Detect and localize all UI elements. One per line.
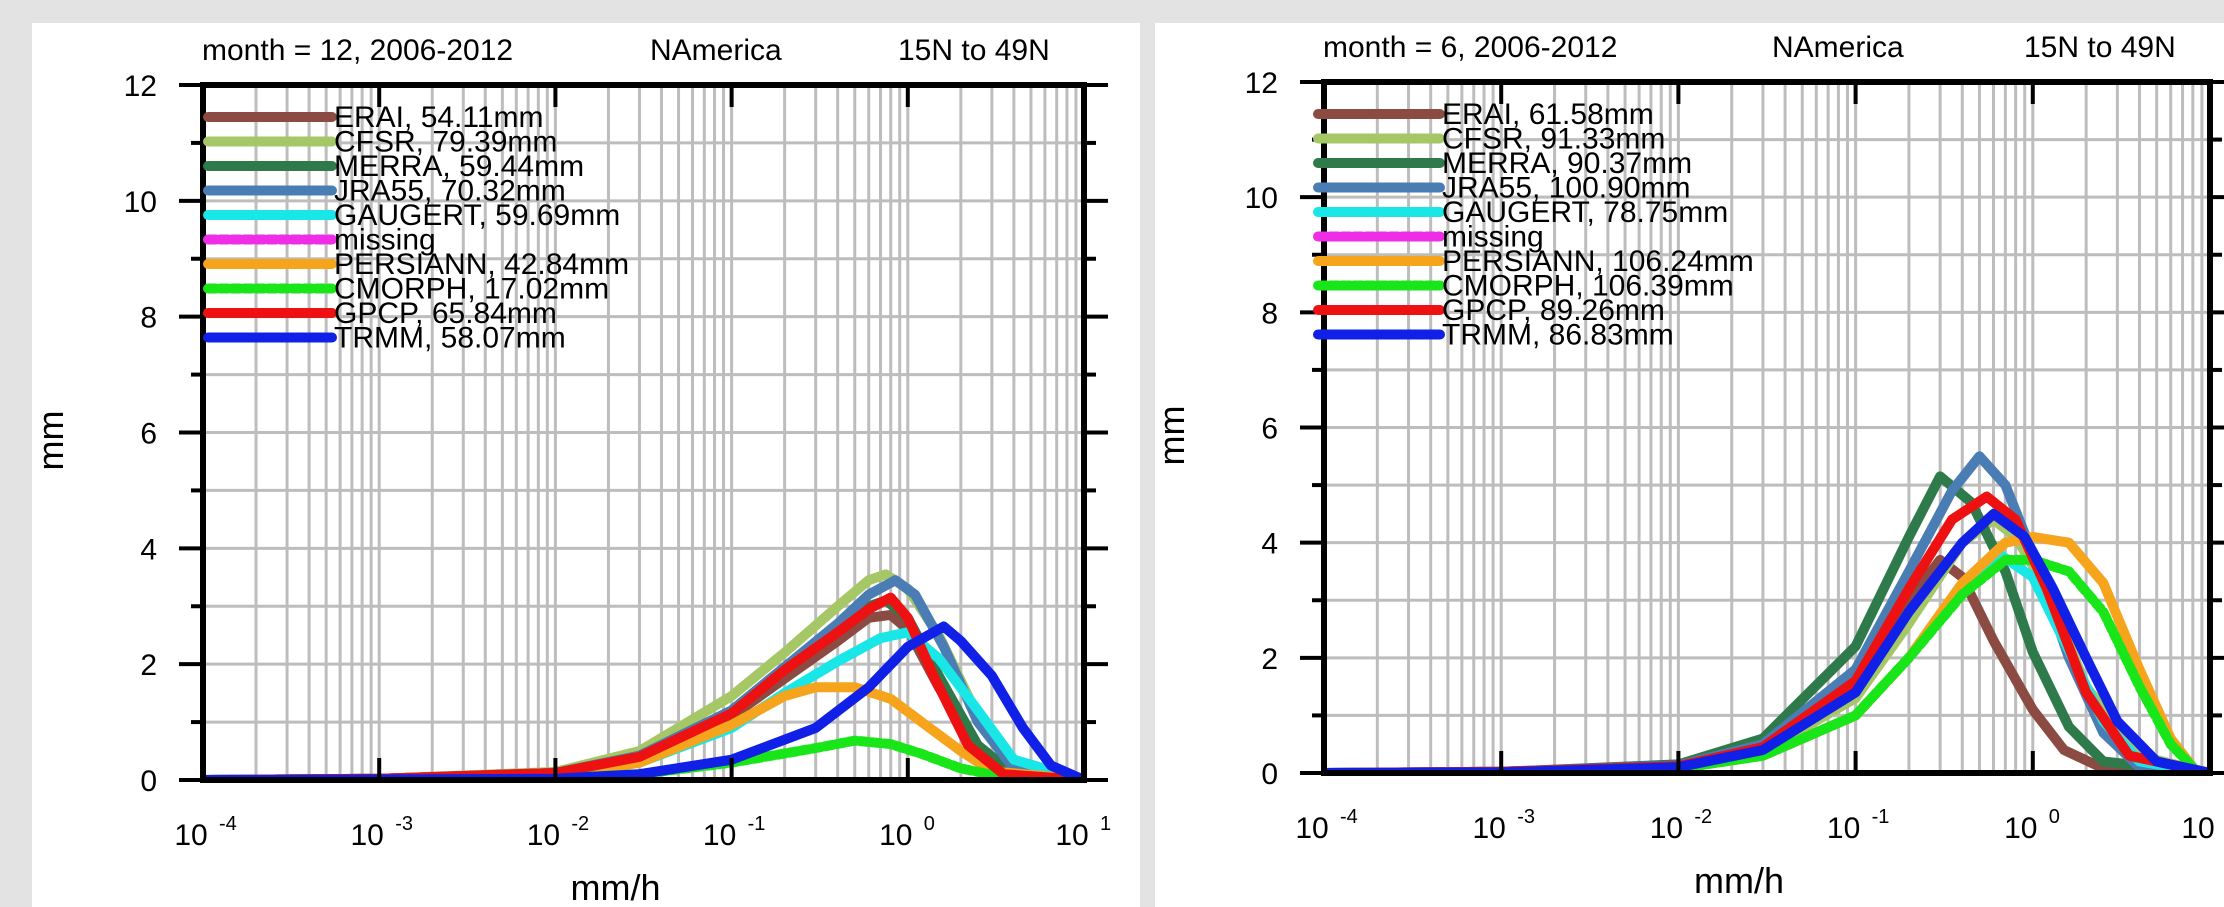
y-tick-label: 0 <box>140 765 157 798</box>
axis-ticks <box>1300 80 2224 775</box>
y-tick-label: 10 <box>1245 182 1278 215</box>
series-line-9 <box>1324 508 2210 773</box>
axis-ticks <box>179 83 1108 782</box>
grid-lines <box>1324 82 2210 773</box>
y-tick-label: 0 <box>1261 758 1278 791</box>
y-tick-label: 4 <box>1261 528 1278 561</box>
series-group <box>203 569 1084 780</box>
series-line-2 <box>1324 471 2210 773</box>
x-tick-label-exponent: -3 <box>1517 806 1535 828</box>
series-line-9 <box>203 621 1084 780</box>
y-tick-label: 8 <box>1261 297 1278 330</box>
legend-label-8: GPCP, 89.26mm <box>1442 294 1665 327</box>
x-tick-label: 10 <box>2004 812 2037 845</box>
legend-label-3: JRA55, 100.90mm <box>1442 172 1690 205</box>
legend-label-2: MERRA, 90.37mm <box>1442 147 1692 180</box>
x-tick-label: 10 <box>879 819 912 852</box>
legend-label-0: ERAI, 54.11mm <box>334 101 544 134</box>
x-tick-label-exponent: -3 <box>395 813 413 835</box>
legend-label-8: GPCP, 65.84mm <box>334 297 557 330</box>
title-center: NAmerica <box>650 34 782 67</box>
title-left: month = 6, 2006-2012 <box>1323 31 1617 64</box>
x-tick-label: 10 <box>1295 812 1328 845</box>
chart-0: 0 2 4 6 8 10 12 10 -4 10 -3 10 -2 10 -1 10 0 10 1 mm/h mm mon… <box>30 34 1111 907</box>
x-tick-label-exponent: -2 <box>1694 806 1712 828</box>
series-line-3 <box>1324 451 2210 773</box>
x-tick-label-exponent: -1 <box>1872 806 1890 828</box>
y-tick-label: 6 <box>1261 413 1278 446</box>
title-right: 15N to 49N <box>898 34 1050 67</box>
chart-1: 0 2 4 6 8 10 12 10 -4 10 -3 10 -2 10 -1 10 0 10 mm/h mm mont… <box>1151 31 2224 901</box>
x-tick-label: 10 <box>174 819 207 852</box>
x-tick-label-exponent: 1 <box>1100 813 1111 835</box>
x-tick-label: 10 <box>351 819 384 852</box>
grid-lines <box>203 85 1084 780</box>
legend-label-5: missing <box>1442 221 1544 254</box>
x-tick-label-exponent: 0 <box>2049 806 2060 828</box>
y-tick-label: 8 <box>140 302 157 335</box>
legend-label-2: MERRA, 59.44mm <box>334 150 584 183</box>
x-axis-label: mm/h <box>1694 860 1784 901</box>
y-tick-label: 10 <box>124 186 157 219</box>
x-tick-label-exponent: -4 <box>1340 806 1358 828</box>
x-tick-label: 10 <box>1650 812 1683 845</box>
x-tick-label-exponent: -4 <box>219 813 237 835</box>
y-tick-label: 12 <box>1245 67 1278 100</box>
x-tick-label: 10 <box>703 819 736 852</box>
series-group <box>1324 451 2210 773</box>
legend-label-3: JRA55, 70.32mm <box>334 175 566 208</box>
x-tick-label-exponent: 0 <box>924 813 935 835</box>
x-tick-label-exponent: -1 <box>748 813 766 835</box>
legend-label-9: TRMM, 58.07mm <box>334 322 566 355</box>
x-tick-label: 10 <box>2181 812 2214 845</box>
legend-label-6: PERSIANN, 42.84mm <box>334 248 629 281</box>
title-center: NAmerica <box>1772 31 1904 64</box>
legend-label-6: PERSIANN, 106.24mm <box>1442 245 1754 278</box>
x-tick-label: 10 <box>527 819 560 852</box>
x-tick-label-exponent: -2 <box>571 813 589 835</box>
legend-label-1: CFSR, 91.33mm <box>1442 123 1665 156</box>
x-tick-label: 10 <box>1473 812 1506 845</box>
series-line-8 <box>203 592 1084 780</box>
x-tick-label: 10 <box>1055 819 1088 852</box>
legend-label-9: TRMM, 86.83mm <box>1442 319 1674 352</box>
legend-label-7: CMORPH, 17.02mm <box>334 273 609 306</box>
title-left: month = 12, 2006-2012 <box>202 34 513 67</box>
y-tick-label: 12 <box>124 70 157 103</box>
legend-label-4: GAUGERT, 78.75mm <box>1442 196 1728 229</box>
legend-label-0: ERAI, 61.58mm <box>1442 98 1654 131</box>
x-axis-label: mm/h <box>571 867 661 907</box>
title-right: 15N to 49N <box>2024 31 2176 64</box>
y-tick-label: 2 <box>1261 643 1278 676</box>
legend-label-4: GAUGERT, 59.69mm <box>334 199 620 232</box>
y-axis-label: mm <box>1151 406 1192 466</box>
y-tick-label: 6 <box>140 418 157 451</box>
legend-label-1: CFSR, 79.39mm <box>334 126 557 159</box>
legend-label-5: missing <box>334 224 436 257</box>
legend-label-7: CMORPH, 106.39mm <box>1442 270 1734 303</box>
x-tick-label: 10 <box>1827 812 1860 845</box>
y-tick-label: 2 <box>140 649 157 682</box>
y-axis-label: mm <box>30 411 71 471</box>
y-tick-label: 4 <box>140 533 157 566</box>
